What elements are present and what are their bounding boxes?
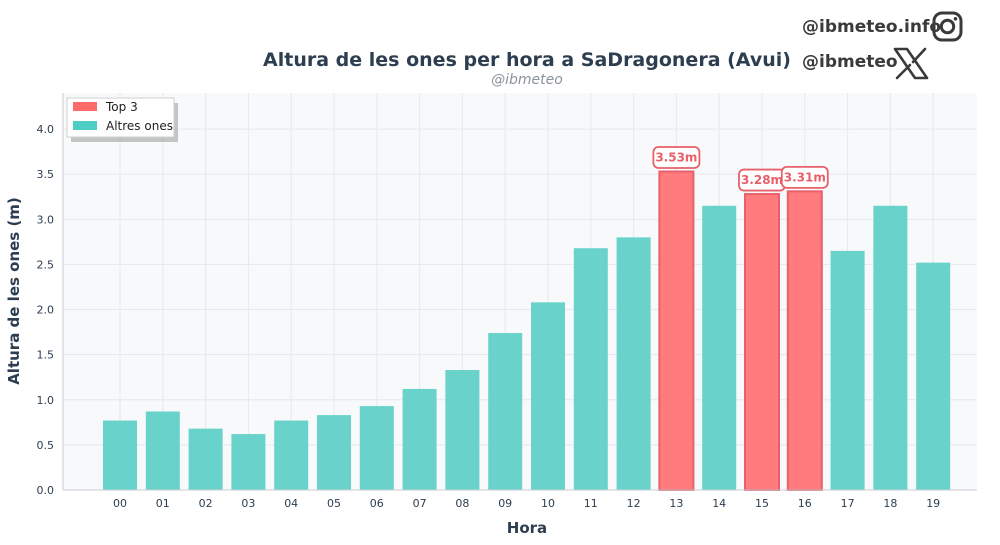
x-tick-label: 04 <box>284 497 298 510</box>
x-axis-label: Hora <box>507 519 547 537</box>
x-tick-label: 12 <box>627 497 641 510</box>
y-tick-label: 2.0 <box>37 304 55 317</box>
data-label: 3.31m <box>784 170 826 184</box>
x-tick-label: 15 <box>755 497 769 510</box>
x-logo-icon <box>893 47 929 80</box>
x-tick-label: 10 <box>541 497 555 510</box>
x-tick-label: 09 <box>498 497 512 510</box>
bar <box>359 406 394 490</box>
instagram-icon <box>932 11 963 42</box>
bar <box>145 411 180 490</box>
bar-top3 <box>744 193 780 492</box>
y-tick-label: 3.5 <box>37 168 55 181</box>
bar <box>402 388 437 490</box>
y-tick-label: 2.5 <box>37 258 55 271</box>
bar <box>916 262 951 490</box>
legend-label-top3: Top 3 <box>105 100 138 114</box>
chart-title: Altura de les ones per hora a SaDragoner… <box>263 49 791 71</box>
x-tick-label: 16 <box>798 497 812 510</box>
data-label-box <box>652 146 701 169</box>
bar <box>188 428 223 490</box>
chart-subtitle: @ibmeteo <box>491 72 563 88</box>
x-tick-label: 00 <box>113 497 127 510</box>
x-tick-label: 13 <box>669 497 683 510</box>
x-tick-label: 03 <box>241 497 255 510</box>
bar <box>573 248 608 490</box>
bars <box>103 170 951 492</box>
x-tick-label: 17 <box>841 497 855 510</box>
bar-top3 <box>658 170 695 491</box>
bar-top3 <box>786 190 823 492</box>
bar <box>488 333 523 490</box>
bar <box>616 237 651 490</box>
x-tick-label: 14 <box>712 497 726 510</box>
bar <box>830 250 865 490</box>
x-tick-label: 18 <box>883 497 897 510</box>
bar <box>702 205 737 490</box>
bar <box>531 302 565 490</box>
x-tick-label: 01 <box>156 497 170 510</box>
data-labels: 3.53m 3.28m 3.31m <box>652 146 829 192</box>
bar <box>445 369 480 490</box>
y-tick-label: 1.5 <box>37 349 55 362</box>
x-tick-label: 05 <box>327 497 341 510</box>
bar <box>873 205 908 490</box>
x-tick-label: 02 <box>199 497 213 510</box>
x-tick-label: 19 <box>926 497 940 510</box>
bar <box>317 415 351 490</box>
y-ticks: 0.0 0.5 1.0 1.5 2.0 2.5 3.0 3.5 4.0 <box>37 123 55 497</box>
x-ticks: 00 01 02 03 04 05 06 07 08 09 10 11 12 13 14 15 16 17 18 19 <box>113 497 940 510</box>
y-tick-label: 0.5 <box>37 439 55 452</box>
instagram-handle: @ibmeteo.info <box>802 17 941 37</box>
data-label-box <box>780 165 829 189</box>
legend-swatch-top3 <box>73 102 97 111</box>
legend-label-others: Altres ones <box>106 119 173 133</box>
data-label: 3.28m <box>741 173 783 187</box>
y-tick-label: 1.0 <box>37 394 55 407</box>
legend-swatch-others <box>73 121 97 130</box>
y-tick-label: 3.0 <box>37 213 55 226</box>
y-axis-label: Altura de les ones (m) <box>5 197 23 385</box>
x-tick-label: 08 <box>455 497 469 510</box>
bar <box>274 420 309 490</box>
y-tick-label: 0.0 <box>37 484 55 497</box>
legend: Top 3 Altres ones <box>66 97 178 142</box>
bar <box>231 434 266 490</box>
x-tick-label: 06 <box>370 497 384 510</box>
x-handle: @ibmeteo <box>802 52 898 72</box>
x-tick-label: 07 <box>413 497 427 510</box>
data-label: 3.53m <box>655 150 697 164</box>
bar <box>103 420 137 490</box>
x-tick-label: 11 <box>584 497 598 510</box>
y-tick-label: 4.0 <box>37 123 55 136</box>
